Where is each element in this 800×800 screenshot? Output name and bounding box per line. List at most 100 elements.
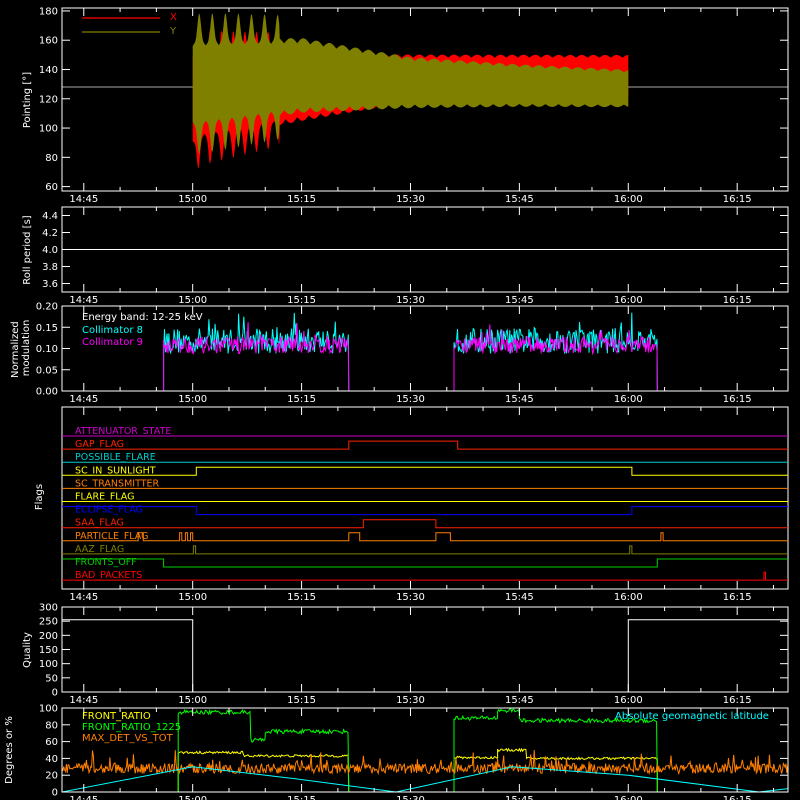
- flag-label-aaz-flag: AAZ_FLAG: [75, 544, 124, 555]
- flag-label-saa-flag: SAA_FLAG: [75, 518, 124, 529]
- x-tick-label: 15:00: [178, 394, 207, 405]
- x-tick-label: 15:30: [396, 194, 425, 205]
- y-tick-label: 20: [45, 771, 58, 782]
- legend-label-y: Y: [169, 26, 177, 37]
- panel-quality: 14:45 15:00 15:15 15:30 15:45 16:00 16:15 0 50 10…: [22, 603, 789, 706]
- x-tick-label: 15:30: [396, 295, 425, 306]
- flag-label-attenuator-state: ATTENUATOR_STATE: [75, 426, 171, 437]
- legend-label-front-ratio-1225: FRONT_RATIO_1225: [82, 722, 181, 733]
- flag-line-aaz-flag: [62, 545, 788, 555]
- x-tick-label: 15:45: [505, 695, 534, 706]
- flag-label-gap-flag: GAP_FLAG: [75, 439, 124, 450]
- y-tick-label: 180: [39, 6, 58, 17]
- y-tick-label: 300: [39, 603, 58, 614]
- x-tick-label: 16:00: [614, 295, 643, 306]
- ratios-series-front-ratio-1225: [62, 708, 788, 792]
- pointing-series-y-band: [192, 13, 629, 154]
- x-tick-label: 16:15: [723, 795, 752, 800]
- x-tick-label: 15:00: [178, 795, 207, 800]
- ratios-series-front-ratio: [62, 747, 788, 792]
- x-tick-label: 15:00: [178, 695, 207, 706]
- x-tick-label: 16:15: [723, 592, 752, 603]
- ratios-frame: [61, 707, 789, 793]
- flag-line-fronts-off: [62, 558, 788, 568]
- y-tick-label: 60: [45, 182, 58, 193]
- x-tick-label: 14:45: [69, 695, 98, 706]
- y-tick-label: 100: [39, 659, 58, 670]
- y-tick-label: 200: [39, 631, 58, 642]
- flag-label-sc-in-sunlight: SC_IN_SUNLIGHT: [75, 465, 156, 476]
- y-tick-label: 50: [45, 673, 58, 684]
- x-tick-label: 15:15: [287, 795, 316, 800]
- x-tick-label: 15:45: [505, 394, 534, 405]
- legend-label-collimator-9: Collimator 9: [82, 337, 143, 348]
- x-tick-label: 15:00: [178, 592, 207, 603]
- roll-y-label: Roll period [s]: [22, 215, 33, 284]
- x-tick-label: 15:15: [287, 295, 316, 306]
- x-tick-label: 16:15: [723, 695, 752, 706]
- legend-label-x: X: [170, 12, 177, 23]
- legend-label-max-det-vs-tot: MAX_DET_VS_TOT: [82, 733, 174, 744]
- y-tick-label: 100: [39, 124, 58, 135]
- y-tick-label: 150: [39, 645, 58, 656]
- x-tick-label: 15:30: [396, 795, 425, 800]
- flag-line-bad-packets: [62, 571, 788, 581]
- x-tick-label: 15:30: [396, 394, 425, 405]
- y-tick-label: 40: [45, 754, 58, 765]
- flag-line-sc-in-sunlight: [62, 466, 788, 476]
- y-tick-label: 250: [39, 617, 58, 628]
- y-tick-label: 80: [45, 153, 58, 164]
- x-tick-label: 14:45: [69, 795, 98, 800]
- y-tick-label: 100: [39, 704, 58, 715]
- y-tick-label: 0.20: [36, 302, 58, 313]
- y-tick-label: 160: [39, 36, 58, 47]
- ratios-y-label: Degrees or %: [4, 716, 15, 784]
- x-tick-label: 15:00: [178, 194, 207, 205]
- x-tick-label: 15:30: [396, 695, 425, 706]
- x-tick-label: 16:15: [723, 194, 752, 205]
- panel-ratios: 14:45 15:00 15:15 15:30 15:45 16:00 16:15 0 20 40…: [4, 704, 789, 800]
- y-tick-label: 140: [39, 65, 58, 76]
- flags-y-label: Flags: [34, 484, 45, 510]
- geomagnetic-latitude-label: Absolute geomagnetic latitude: [615, 711, 769, 722]
- panel-modulation: 14:45 15:00 15:15 15:30 15:45 16:00 16:15 0.00 0…: [10, 302, 789, 405]
- x-tick-label: 14:45: [69, 295, 98, 306]
- flag-label-sc-transmitter: SC_TRANSMITTER: [75, 478, 160, 489]
- y-tick-label: 0.15: [36, 323, 58, 334]
- quality-y-label: Quality: [22, 632, 33, 668]
- x-tick-label: 15:30: [396, 592, 425, 603]
- panel-roll-period: 14:45 15:00 15:15 15:30 15:45 16:00 16:15 3.6 3.…: [22, 206, 789, 306]
- pointing-y-label: Pointing [°]: [22, 72, 33, 128]
- y-tick-label: 0.00: [36, 387, 58, 398]
- x-tick-label: 15:15: [287, 394, 316, 405]
- x-tick-label: 15:00: [178, 295, 207, 306]
- modulation-y-label-line1: Normalized: [10, 321, 21, 378]
- ratios-series-max-det-vs-tot: [62, 749, 788, 776]
- y-tick-label: 3.6: [42, 279, 58, 290]
- x-tick-label: 16:00: [614, 194, 643, 205]
- y-tick-label: 0: [52, 688, 58, 699]
- flags-frame: [61, 406, 789, 590]
- y-tick-label: 4.0: [42, 245, 58, 256]
- x-tick-label: 16:00: [614, 394, 643, 405]
- panel-flags: ATTENUATOR_STATE GAP_FLAG POSSIBLE_FLARE SC…: [34, 406, 789, 603]
- flag-label-bad-packets: BAD_PACKETS: [75, 570, 142, 581]
- x-tick-label: 14:45: [69, 194, 98, 205]
- x-tick-label: 16:00: [614, 592, 643, 603]
- flag-label-fronts-off: FRONTS_OFF: [75, 557, 137, 568]
- y-tick-label: 4.4: [42, 211, 58, 222]
- x-tick-label: 16:15: [723, 295, 752, 306]
- x-tick-label: 16:00: [614, 695, 643, 706]
- y-tick-label: 4.2: [42, 228, 58, 239]
- flag-line-eclipse-flag: [62, 506, 788, 516]
- x-tick-label: 14:45: [69, 592, 98, 603]
- x-tick-label: 15:15: [287, 695, 316, 706]
- y-tick-label: 80: [45, 720, 58, 731]
- flag-line-particle-flag: [62, 532, 788, 542]
- flag-label-possible-flare: POSSIBLE_FLARE: [75, 452, 156, 463]
- pointing-frame: [61, 7, 789, 192]
- panel-pointing: 14:45 15:00 15:15 15:30 15:45 16:00 16:15 60 80 1…: [22, 6, 789, 205]
- y-tick-label: 60: [45, 737, 58, 748]
- x-tick-label: 15:45: [505, 295, 534, 306]
